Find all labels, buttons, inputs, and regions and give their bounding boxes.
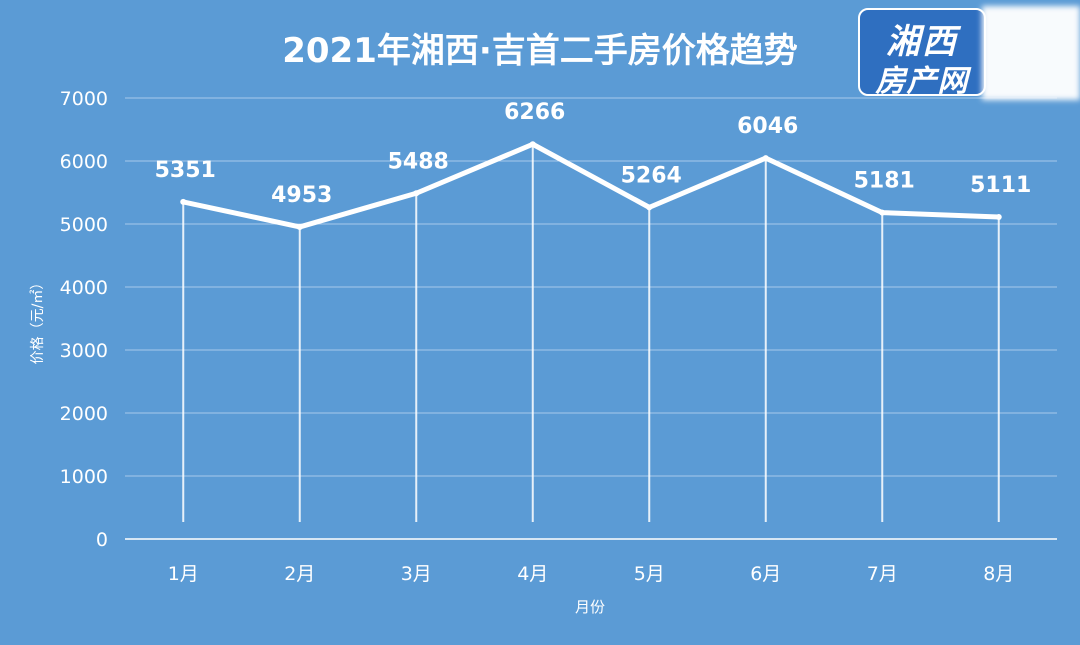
data-label-5: 5264 (621, 163, 682, 188)
series-line (180, 141, 1002, 230)
blurred-watermark-patch (982, 6, 1080, 100)
y-tick-label-0: 0 (96, 529, 108, 551)
y-tick-label-4000: 4000 (60, 277, 108, 299)
y-axis-label: 价格（元/㎡） (30, 276, 46, 365)
x-tick-label-8: 8月 (983, 563, 1014, 585)
data-label-4: 6266 (504, 100, 565, 125)
y-tick-label-3000: 3000 (60, 340, 108, 362)
y-tick-label-7000: 7000 (60, 88, 108, 110)
y-tick-label-5000: 5000 (60, 214, 108, 236)
data-point-4 (529, 141, 536, 148)
logo-line-2: 房产网 (875, 64, 969, 99)
drop-lines (182, 144, 1000, 522)
x-tick-label-3: 3月 (401, 563, 432, 585)
x-tick-label-5: 5月 (634, 563, 665, 585)
data-label-7: 5181 (854, 169, 915, 194)
grid-lines (125, 97, 1057, 540)
y-tick-label-1000: 1000 (60, 466, 108, 488)
logo-line-1: 湘西 (886, 22, 958, 62)
data-point-5 (646, 204, 653, 211)
data-label-2: 4953 (271, 183, 332, 208)
data-label-6: 6046 (737, 114, 798, 139)
y-tick-label-2000: 2000 (60, 403, 108, 425)
x-axis-ticks: 1月 2月 3月 4月 5月 6月 7月 8月 (168, 563, 1015, 585)
data-labels: 5351 4953 5488 6266 5264 6046 5181 5111 (155, 100, 1032, 208)
x-axis-label: 月份 (575, 598, 605, 616)
x-tick-label-6: 6月 (750, 563, 781, 585)
data-label-8: 5111 (970, 173, 1031, 198)
xiangxi-fangchan-logo: 湘西 房产网 (858, 8, 986, 99)
data-point-1 (180, 198, 187, 205)
x-tick-label-1: 1月 (168, 563, 199, 585)
data-points (180, 141, 1002, 230)
y-axis-ticks: 0 1000 2000 3000 4000 5000 6000 7000 (60, 88, 108, 551)
data-label-1: 5351 (155, 158, 216, 183)
data-point-7 (879, 209, 886, 216)
x-tick-label-4: 4月 (517, 563, 548, 585)
chart-title: 2021年湘西·吉首二手房价格趋势 (282, 31, 798, 71)
data-point-8 (995, 214, 1002, 221)
data-point-2 (296, 223, 303, 230)
data-point-6 (762, 155, 769, 162)
x-tick-label-7: 7月 (867, 563, 898, 585)
data-label-3: 5488 (388, 149, 449, 174)
y-tick-label-6000: 6000 (60, 151, 108, 173)
data-point-3 (413, 190, 420, 197)
x-tick-label-2: 2月 (284, 563, 315, 585)
